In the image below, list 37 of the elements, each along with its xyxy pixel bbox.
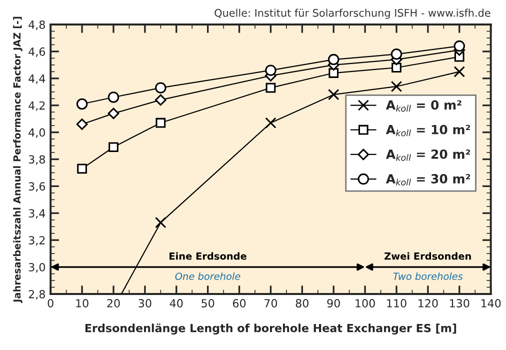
x-tick-label: 10 [76, 299, 88, 308]
annotation: One borehole [175, 272, 240, 280]
annotation: Two boreholes [393, 272, 463, 280]
x-tick-label: 90 [327, 299, 340, 308]
y-tick-label: 4,4 [28, 74, 46, 84]
y-tick-label: 4,2 [28, 101, 45, 111]
x-tick-label: 50 [202, 299, 214, 308]
y-tick-label: 2,8 [28, 290, 45, 300]
x-tick-label: 140 [481, 299, 501, 308]
legend-label: A$_{koll}$ = 10 m² [386, 124, 470, 136]
y-tick-label: 3,8 [28, 155, 45, 165]
x-tick-label: 20 [107, 299, 120, 308]
x-axis-title: Erdsondenlänge Length of borehole Heat Exchanger ES [m] [85, 324, 456, 334]
y-tick-label: 3,4 [28, 209, 46, 219]
x-tick-label: 110 [387, 299, 406, 308]
y-tick-label: 3,6 [28, 182, 46, 192]
x-tick-label: 120 [418, 299, 438, 308]
x-tick-label: 30 [138, 299, 152, 308]
y-tick-label: 4,6 [28, 47, 46, 57]
legend-label: A$_{koll}$ = 0 m² [386, 100, 462, 112]
chart-subtitle: Quelle: Institut für Solarforschung ISFH - www.isfh.de [214, 8, 490, 19]
x-tick-label: 70 [264, 299, 278, 308]
y-tick-label: 3,0 [28, 263, 45, 273]
y-tick-label: 4,8 [28, 20, 45, 30]
x-tick-label: 80 [296, 299, 308, 308]
y-tick-label: 3,2 [28, 236, 45, 246]
y-axis-title: Jahresarbeitszahl Annual Performance Factor JAZ [-] [13, 16, 22, 303]
x-tick-label: 100 [356, 299, 375, 308]
x-tick-label: 130 [450, 299, 470, 308]
x-tick-label: 60 [232, 299, 246, 308]
x-tick-label: 0 [48, 299, 54, 308]
legend-label: A$_{koll}$ = 20 m² [386, 149, 470, 161]
legend-label: A$_{koll}$ = 30 m² [386, 174, 470, 186]
annotation: Zwei Erdsonden [384, 252, 471, 260]
y-tick-label: 4,0 [28, 128, 45, 138]
annotation: Eine Erdsonde [170, 252, 246, 260]
x-tick-label: 40 [170, 299, 183, 308]
